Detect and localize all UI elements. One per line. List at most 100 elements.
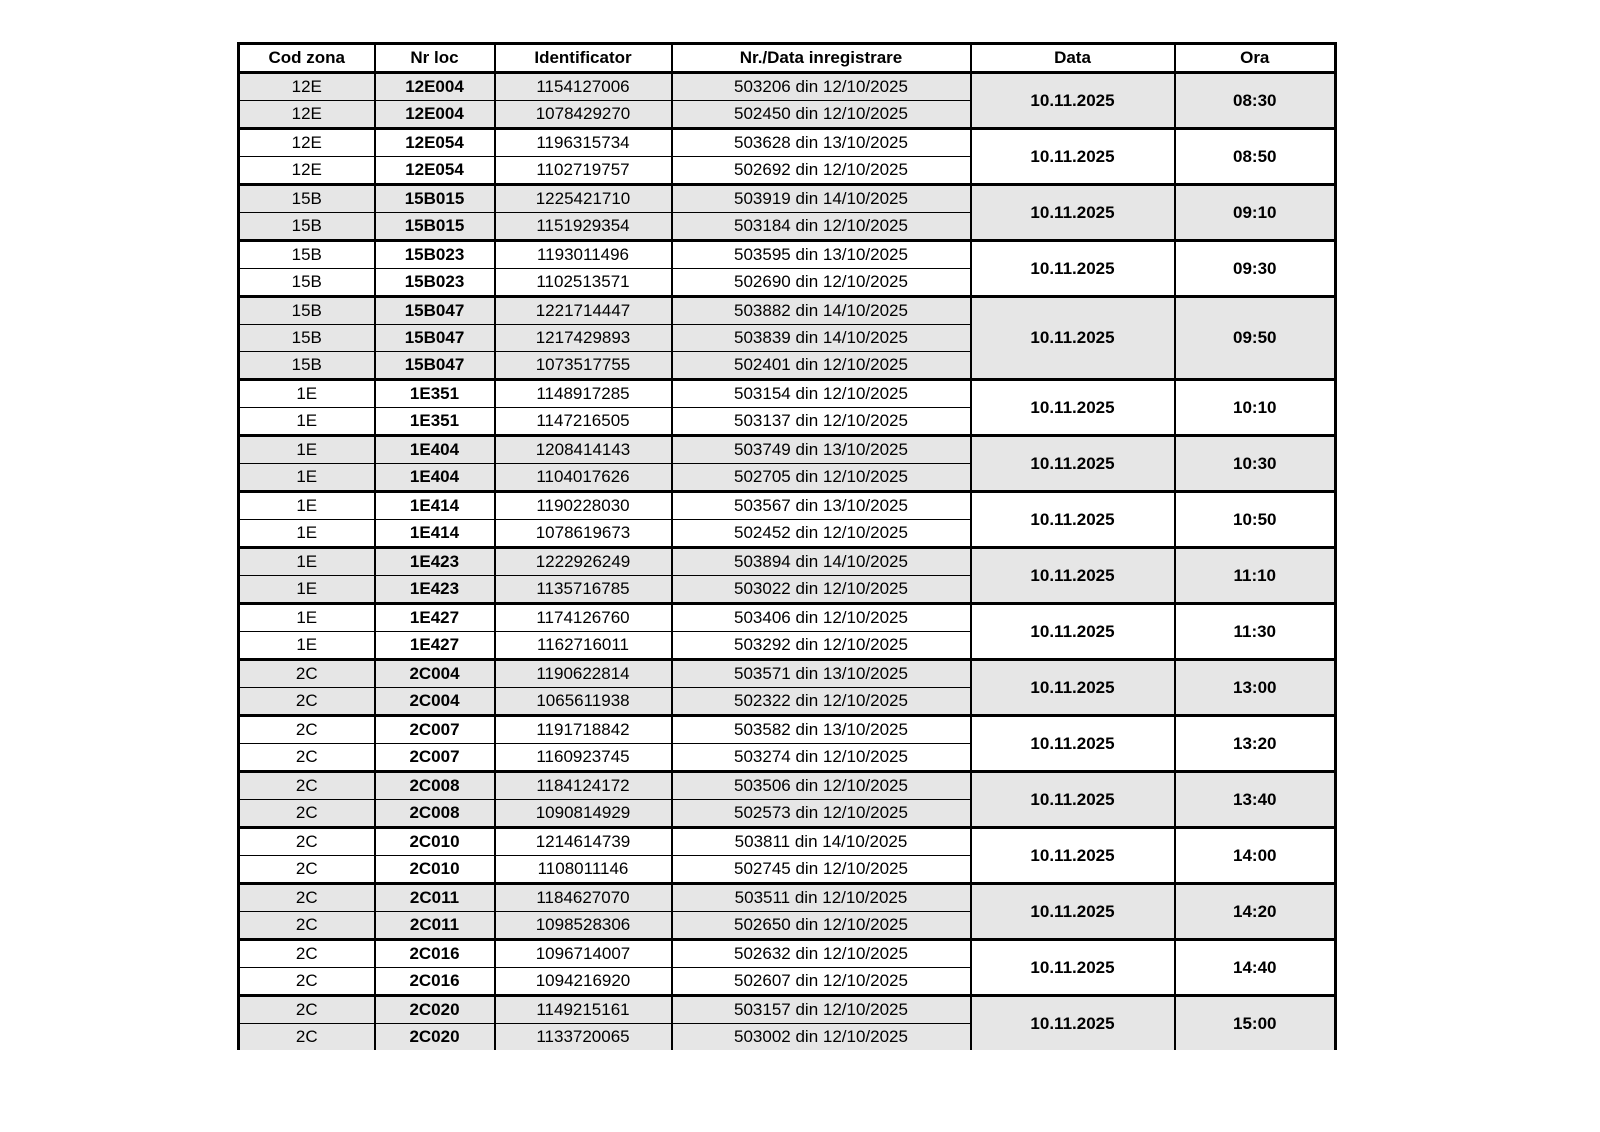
ora-cell: 10:30 bbox=[1173, 434, 1337, 492]
identificator: 1221714447 bbox=[493, 295, 673, 325]
cod-zona: 2C bbox=[237, 855, 376, 884]
cod-zona: 2C bbox=[237, 882, 376, 912]
nr-loc: 15B015 bbox=[373, 183, 496, 213]
nr-data-inregistrare: 503595 din 13/10/2025 bbox=[670, 239, 972, 269]
nr-loc: 1E351 bbox=[373, 407, 496, 436]
nr-data-inregistrare: 503292 din 12/10/2025 bbox=[670, 631, 972, 660]
identificator: 1149215161 bbox=[493, 994, 673, 1024]
table-row: 15B 15B023 1102513571 502690 din 12/10/2025 bbox=[237, 268, 1336, 297]
table-row: 1E 1E351 1148917285 503154 din 12/10/2025 10… bbox=[237, 378, 1337, 436]
cod-zona: 12E bbox=[237, 100, 376, 129]
ora-cell: 09:10 bbox=[1173, 183, 1337, 241]
ora-cell: 08:50 bbox=[1173, 127, 1337, 185]
nr-data-inregistrare: 502607 din 12/10/2025 bbox=[670, 967, 972, 996]
cod-zona: 2C bbox=[237, 938, 376, 968]
cod-zona: 2C bbox=[237, 994, 376, 1024]
identificator: 1102719757 bbox=[493, 156, 673, 185]
identificator: 1098528306 bbox=[493, 911, 673, 940]
identificator: 1096714007 bbox=[493, 938, 673, 968]
nr-loc: 12E054 bbox=[373, 127, 496, 157]
ora-cell: 13:00 bbox=[1173, 658, 1337, 716]
identificator: 1104017626 bbox=[493, 463, 673, 492]
cod-zona: 15B bbox=[237, 351, 376, 380]
nr-data-inregistrare: 502573 din 12/10/2025 bbox=[670, 799, 972, 828]
nr-data-inregistrare: 503839 din 14/10/2025 bbox=[670, 324, 972, 352]
data-cell: 10.11.2025 bbox=[969, 434, 1176, 492]
header-row: Cod zona Nr loc Identificator Nr./Data inre… bbox=[237, 42, 1337, 74]
nr-data-inregistrare: 503511 din 12/10/2025 bbox=[670, 882, 972, 912]
table-row: 15B 15B047 1073517755 502401 din 12/10/2025 bbox=[237, 351, 1336, 380]
nr-loc: 15B023 bbox=[373, 268, 496, 297]
cod-zona: 12E bbox=[237, 71, 376, 101]
cod-zona: 2C bbox=[237, 911, 376, 940]
nr-loc: 2C011 bbox=[373, 911, 496, 940]
column-header: Ora bbox=[1173, 42, 1337, 74]
nr-loc: 1E427 bbox=[373, 631, 496, 660]
identificator: 1191718842 bbox=[493, 714, 673, 744]
table-body: 12E 12E004 1154127006 503206 din 12/10/2025… bbox=[237, 71, 1337, 1050]
data-cell: 10.11.2025 bbox=[969, 295, 1176, 380]
nr-data-inregistrare: 503154 din 12/10/2025 bbox=[670, 378, 972, 408]
data-cell: 10.11.2025 bbox=[969, 882, 1176, 940]
cod-zona: 15B bbox=[237, 268, 376, 297]
nr-loc: 2C004 bbox=[373, 687, 496, 716]
table-row: 2C 2C016 1096714007 502632 din 12/10/2025 10… bbox=[237, 938, 1337, 996]
nr-loc: 15B015 bbox=[373, 212, 496, 241]
nr-loc: 15B023 bbox=[373, 239, 496, 269]
cod-zona: 1E bbox=[237, 407, 376, 436]
cod-zona: 2C bbox=[237, 770, 376, 800]
nr-loc: 15B047 bbox=[373, 295, 496, 325]
nr-loc: 12E004 bbox=[373, 71, 496, 101]
table-row: 2C 2C007 1160923745 503274 din 12/10/2025 bbox=[237, 743, 1336, 772]
nr-loc: 2C010 bbox=[373, 826, 496, 856]
nr-data-inregistrare: 503567 din 13/10/2025 bbox=[670, 490, 972, 520]
cod-zona: 12E bbox=[237, 127, 376, 157]
data-cell: 10.11.2025 bbox=[969, 714, 1176, 772]
cod-zona: 2C bbox=[237, 826, 376, 856]
nr-data-inregistrare: 503894 din 14/10/2025 bbox=[670, 546, 972, 576]
nr-data-inregistrare: 502745 din 12/10/2025 bbox=[670, 855, 972, 884]
nr-loc: 15B047 bbox=[373, 351, 496, 380]
column-header: Data bbox=[969, 42, 1176, 74]
nr-data-inregistrare: 502401 din 12/10/2025 bbox=[670, 351, 972, 380]
identificator: 1108011146 bbox=[493, 855, 673, 884]
nr-data-inregistrare: 503882 din 14/10/2025 bbox=[670, 295, 972, 325]
nr-data-inregistrare: 503406 din 12/10/2025 bbox=[670, 602, 972, 632]
table-row: 15B 15B023 1193011496 503595 din 13/10/2025… bbox=[237, 239, 1337, 297]
nr-data-inregistrare: 502650 din 12/10/2025 bbox=[670, 911, 972, 940]
table-row: 1E 1E427 1162716011 503292 din 12/10/2025 bbox=[237, 631, 1336, 660]
ora-cell: 11:10 bbox=[1173, 546, 1337, 604]
identificator: 1151929354 bbox=[493, 212, 673, 241]
cod-zona: 1E bbox=[237, 519, 376, 548]
identificator: 1090814929 bbox=[493, 799, 673, 828]
data-cell: 10.11.2025 bbox=[969, 826, 1176, 884]
cod-zona: 1E bbox=[237, 378, 376, 408]
table-row: 15B 15B047 1217429893 503839 din 14/10/2025 bbox=[237, 324, 1336, 352]
table-row: 2C 2C007 1191718842 503582 din 13/10/2025 10… bbox=[237, 714, 1337, 772]
identificator: 1160923745 bbox=[493, 743, 673, 772]
data-cell: 10.11.2025 bbox=[969, 658, 1176, 716]
nr-loc: 1E404 bbox=[373, 434, 496, 464]
nr-data-inregistrare: 503157 din 12/10/2025 bbox=[670, 994, 972, 1024]
data-cell: 10.11.2025 bbox=[969, 71, 1176, 129]
table-row: 2C 2C020 1133720065 503002 din 12/10/2025 bbox=[237, 1023, 1336, 1050]
identificator: 1190228030 bbox=[493, 490, 673, 520]
nr-data-inregistrare: 503571 din 13/10/2025 bbox=[670, 658, 972, 688]
identificator: 1184124172 bbox=[493, 770, 673, 800]
identificator: 1162716011 bbox=[493, 631, 673, 660]
nr-loc: 1E414 bbox=[373, 490, 496, 520]
identificator: 1225421710 bbox=[493, 183, 673, 213]
nr-data-inregistrare: 503206 din 12/10/2025 bbox=[670, 71, 972, 101]
table-row: 12E 12E004 1078429270 502450 din 12/10/2025 bbox=[237, 100, 1336, 129]
identificator: 1193011496 bbox=[493, 239, 673, 269]
ora-cell: 09:50 bbox=[1173, 295, 1337, 380]
ora-cell: 11:30 bbox=[1173, 602, 1337, 660]
cod-zona: 2C bbox=[237, 743, 376, 772]
ora-cell: 13:20 bbox=[1173, 714, 1337, 772]
nr-data-inregistrare: 503022 din 12/10/2025 bbox=[670, 575, 972, 604]
nr-loc: 12E004 bbox=[373, 100, 496, 129]
data-cell: 10.11.2025 bbox=[969, 546, 1176, 604]
nr-loc: 2C011 bbox=[373, 882, 496, 912]
identificator: 1148917285 bbox=[493, 378, 673, 408]
table-row: 12E 12E054 1196315734 503628 din 13/10/2025… bbox=[237, 127, 1337, 185]
